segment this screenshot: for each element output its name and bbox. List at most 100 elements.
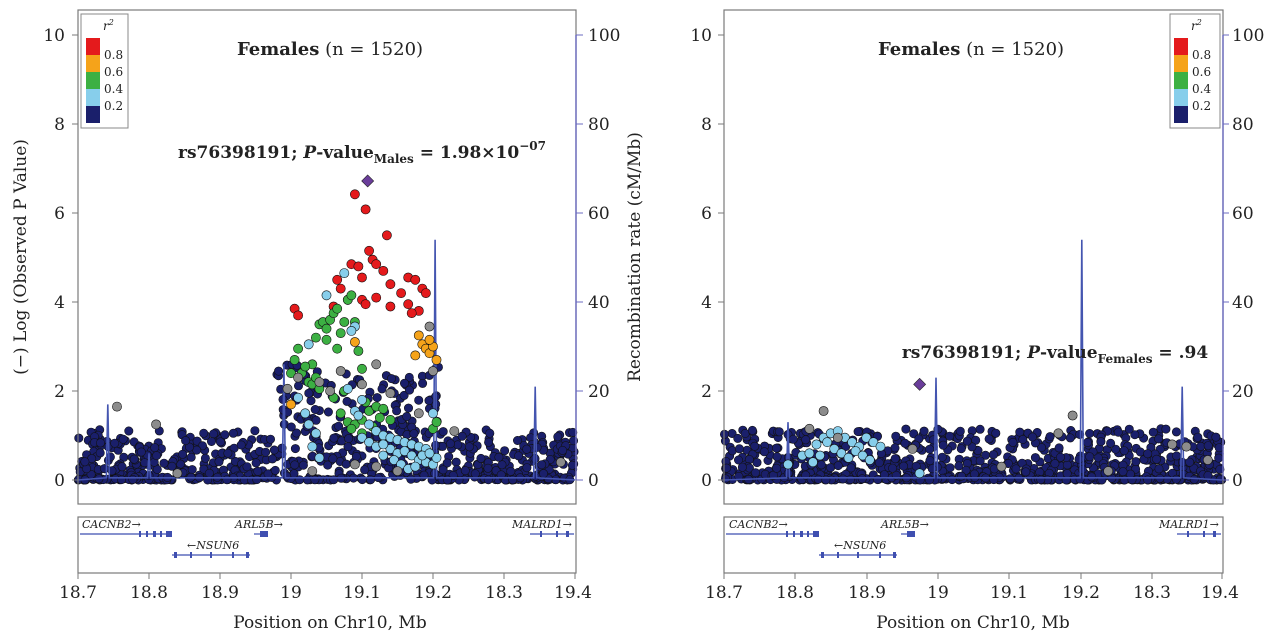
snp-point-background: [947, 475, 957, 485]
snp-point-r2-0.8: [385, 279, 396, 290]
left-y2tick-80: 80: [588, 115, 610, 135]
snp-point-background: [888, 463, 898, 473]
snp-point-r2-0.2: [864, 455, 875, 465]
snp-point-r2-missing: [428, 366, 438, 376]
snp-point-r2-missing: [1103, 466, 1114, 476]
snp-point-r2-missing: [449, 426, 460, 436]
snp-point-r2-0.2: [385, 443, 396, 454]
right-r2-legend: r2 0.8 0.6 0.4 0.2: [1169, 13, 1221, 129]
snp-point-background: [788, 434, 798, 444]
snp-point-r2-0.2: [410, 461, 421, 472]
snp-point-background: [891, 431, 901, 441]
snp-point-r2-0.2: [783, 459, 793, 470]
left-legend-label-0.6: 0.6: [104, 65, 123, 79]
snp-point-background: [1124, 424, 1134, 434]
right-ytick-4: 4: [701, 293, 712, 313]
snp-point-r2-missing: [335, 366, 346, 376]
snp-point-r2-0.4: [300, 361, 311, 372]
snp-point-r2-0.2: [303, 419, 314, 430]
right-x-axis-label: Position on Chr10, Mb: [876, 613, 1070, 633]
right-panel-title: Females (n = 1520): [878, 39, 1064, 60]
snp-point-background: [1018, 434, 1028, 444]
snp-point-background: [853, 427, 863, 437]
snp-point-background: [1111, 444, 1121, 454]
snp-point-background: [222, 475, 232, 485]
snp-point-r2-missing: [392, 466, 403, 476]
snp-point-r2-0.4: [335, 328, 346, 338]
snp-point-r2-0.8: [360, 204, 371, 215]
snp-point-background: [737, 462, 747, 472]
snp-point-background: [1085, 452, 1095, 462]
snp-point-background: [1119, 446, 1129, 456]
snp-point-r2-0.4: [346, 290, 357, 301]
right-legend-title: r2: [1191, 18, 1202, 33]
snp-point-r2-0.4: [385, 414, 396, 425]
snp-point-r2-missing: [907, 443, 918, 454]
snp-point-r2-0.2: [424, 448, 435, 459]
left-ytick-10: 10: [43, 26, 65, 46]
snp-point-background: [975, 424, 985, 434]
snp-point-background: [890, 454, 900, 464]
snp-point-background: [187, 465, 197, 475]
snp-point-background: [833, 461, 843, 471]
snp-point-background: [124, 426, 134, 436]
snp-point-background: [1196, 441, 1206, 451]
snp-point-background: [1062, 469, 1072, 479]
snp-point-background: [1045, 432, 1055, 442]
snp-point-background: [310, 475, 320, 485]
snp-point-background: [721, 474, 731, 484]
snp-point-background: [1093, 453, 1103, 463]
snp-point-background: [816, 460, 826, 470]
snp-point-r2-0.2: [914, 468, 925, 479]
snp-point-background: [470, 469, 480, 479]
snp-point-background: [1161, 424, 1171, 434]
snp-point-background: [956, 471, 966, 481]
snp-point-r2-0.2: [815, 450, 825, 461]
snp-point-r2-0.2: [868, 437, 879, 448]
snp-point-r2-0.8: [335, 283, 346, 294]
snp-point-r2-0.2: [346, 325, 357, 336]
snp-point-background: [783, 468, 793, 478]
snp-point-r2-missing: [282, 383, 293, 394]
snp-point-background: [962, 436, 972, 446]
snp-point-r2-0.2: [371, 426, 382, 436]
snp-point-background: [945, 463, 955, 473]
left-y2tick-20: 20: [588, 382, 610, 402]
snp-point-background: [1085, 428, 1095, 438]
right-xtick-19.1: 19.1: [990, 583, 1028, 603]
snp-point-background: [96, 438, 106, 448]
snp-point-background: [118, 434, 128, 444]
snp-point-background: [522, 463, 532, 473]
snp-point-background: [253, 466, 263, 476]
left-xtick-18.8: 18.8: [130, 583, 168, 603]
left-xtick-18.3: 18.3: [485, 583, 523, 603]
snp-point-background: [178, 449, 188, 459]
snp-point-background: [821, 475, 831, 485]
gene-label-arl5b: ARL5B→: [234, 518, 283, 531]
snp-point-background: [250, 426, 260, 436]
snp-point-r2-0.4: [431, 417, 442, 427]
snp-point-background: [290, 460, 300, 470]
snp-point-background: [483, 463, 493, 473]
snp-point-r2-missing: [172, 468, 183, 479]
snp-point-r2-0.8: [364, 245, 374, 256]
snp-point-background: [750, 441, 760, 451]
left-r2-legend: r2 0.8 0.6 0.4 0.2: [80, 13, 129, 129]
snp-point-background: [310, 404, 320, 414]
snp-point-background: [772, 452, 782, 462]
right-y2tick-80: 80: [1232, 115, 1254, 135]
snp-point-background: [494, 452, 504, 462]
snp-point-background: [453, 440, 463, 450]
snp-point-background: [752, 458, 762, 468]
snp-point-background: [1075, 429, 1085, 439]
snp-point-background: [451, 457, 461, 467]
snp-point-background: [460, 466, 470, 476]
snp-point-r2-0.2: [861, 432, 872, 443]
snp-point-background: [1154, 434, 1164, 444]
snp-point-background: [1054, 443, 1064, 453]
snp-point-r2-0.6: [424, 334, 435, 345]
snp-point-background: [128, 474, 138, 484]
snp-point-background: [328, 454, 338, 464]
right-ytick-2: 2: [701, 382, 712, 402]
snp-point-r2-0.8: [385, 301, 396, 312]
